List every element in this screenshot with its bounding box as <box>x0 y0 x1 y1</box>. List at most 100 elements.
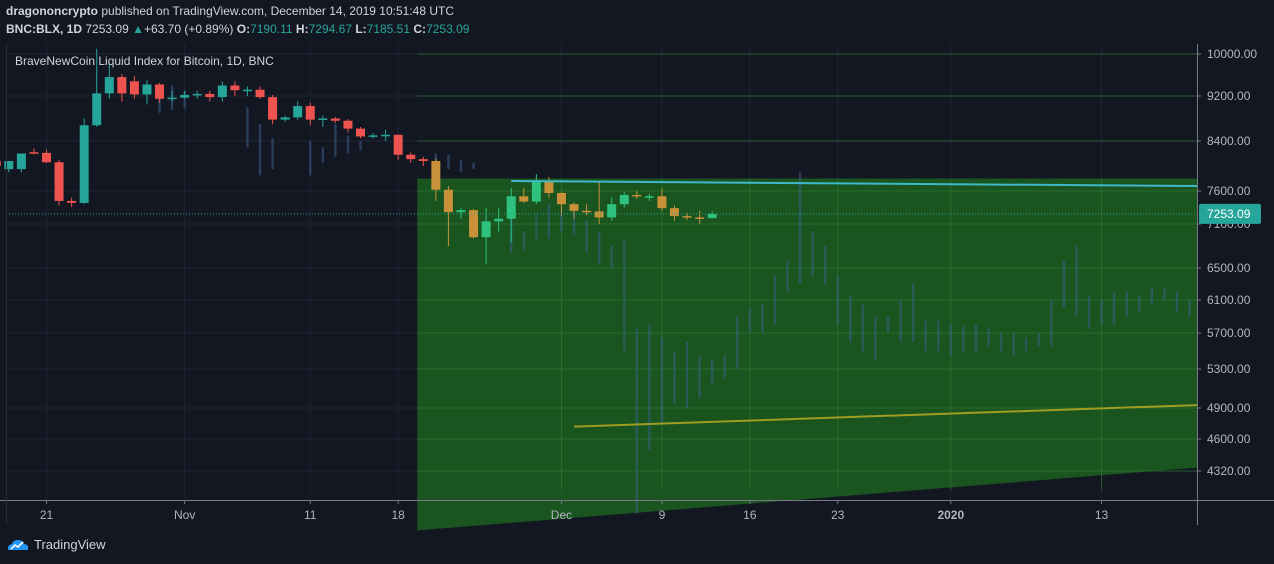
y-tick-label: 10000.00 <box>1207 47 1257 61</box>
candle-body <box>368 135 378 137</box>
ghost-bar <box>911 284 915 342</box>
ghost-bar <box>447 154 450 170</box>
ghost-bar <box>761 304 764 333</box>
candle-body <box>556 192 566 205</box>
low-value: 7185.51 <box>366 22 411 36</box>
y-tick-label: 4900.00 <box>1207 401 1251 415</box>
ghost-bar <box>610 246 613 268</box>
candle-body <box>167 97 177 100</box>
ghost-bar <box>949 324 953 356</box>
candle-body <box>293 106 303 118</box>
ghost-bar <box>899 300 902 342</box>
candle-body <box>29 152 39 154</box>
x-tick-label: 11 <box>304 508 317 522</box>
ghost-bar <box>597 231 601 265</box>
candle-body <box>230 85 240 91</box>
open-label: O: <box>236 22 251 36</box>
candle-body <box>42 152 51 163</box>
ghost-bar <box>522 231 525 250</box>
candle-body <box>594 211 604 218</box>
ghost-bar <box>773 276 777 325</box>
ghost-bar <box>1138 296 1141 313</box>
candle-body <box>192 93 202 96</box>
candle-body <box>79 125 89 203</box>
candle-body <box>707 213 717 219</box>
ghost-bar <box>1112 292 1116 325</box>
candle-body <box>469 210 479 238</box>
candle-body <box>117 77 127 94</box>
axes-layer: 10000.009200.008400.007600.007100.006500… <box>0 44 1274 525</box>
footer-brand[interactable]: TradingView <box>6 537 106 552</box>
candle-body <box>255 89 265 98</box>
ghost-bar <box>1037 333 1040 347</box>
ghost-bar <box>798 172 802 284</box>
ghost-bar <box>999 333 1003 351</box>
ohlc-legend: BNC:BLX, 1D 7253.09 ▲+63.70 (+0.89%) O:7… <box>6 22 469 36</box>
ghost-bar <box>585 220 588 254</box>
ghost-bar <box>158 93 161 113</box>
symbol-label[interactable]: BNC:BLX, 1D <box>6 22 83 36</box>
x-tick-label: 23 <box>831 508 845 522</box>
candle-body <box>431 161 441 190</box>
ghost-bar <box>974 324 978 351</box>
x-tick-label: 21 <box>40 508 54 522</box>
candle-body <box>54 162 64 201</box>
ghost-bar <box>346 135 350 154</box>
ghost-bar <box>1150 288 1153 305</box>
ghost-bar <box>987 328 990 347</box>
candle-body <box>619 194 629 205</box>
last-price-tag <box>1199 203 1261 224</box>
candle-body <box>343 120 353 129</box>
candle-body <box>318 118 328 120</box>
ghost-bar <box>359 141 362 151</box>
ghost-bar <box>560 210 563 232</box>
candle-body <box>494 218 504 222</box>
published-text: published on TradingView.com, December 1… <box>101 4 455 18</box>
ghost-bar <box>937 320 940 351</box>
candle-body <box>695 217 705 219</box>
ghost-bar <box>673 351 676 404</box>
close-value: 7253.09 <box>426 22 470 36</box>
ghost-bar <box>710 360 714 384</box>
ghost-bar <box>246 107 249 148</box>
trendlines-layer <box>511 180 1198 428</box>
open-value: 7190.11 <box>250 22 293 36</box>
author-name[interactable]: dragononcrypto <box>6 4 98 18</box>
x-tick-label: Dec <box>551 508 572 522</box>
ghost-bar <box>334 124 337 157</box>
y-tick-label: 4320.00 <box>1207 464 1251 478</box>
candle-body <box>406 154 416 160</box>
ghost-bar <box>1163 288 1166 300</box>
y-tick-label: 5300.00 <box>1207 362 1251 376</box>
tradingview-logo-icon <box>7 539 29 550</box>
x-tick-label: 18 <box>392 508 406 522</box>
candle-body <box>644 196 654 198</box>
candle-body <box>481 221 491 238</box>
ghost-bar <box>1024 337 1028 351</box>
ghost-bar <box>874 316 877 360</box>
y-tick-label: 9200.00 <box>1207 89 1251 103</box>
ghost-bar <box>1050 300 1053 347</box>
candle-body <box>607 204 617 218</box>
candle-body <box>129 81 139 95</box>
candle-body <box>443 189 453 213</box>
ghost-bar <box>459 159 463 173</box>
ghost-bar <box>472 162 475 170</box>
candle-body <box>657 196 667 209</box>
ghost-bar <box>321 147 325 163</box>
ghost-bar <box>861 304 865 351</box>
up-arrow-icon: ▲ <box>132 22 144 36</box>
ghost-bar <box>1087 296 1091 329</box>
y-tick-label: 6100.00 <box>1207 293 1251 307</box>
ghost-bar <box>623 238 626 351</box>
ghost-bar <box>547 204 551 239</box>
ghost-bar <box>849 296 852 342</box>
ghost-bar <box>786 260 789 292</box>
candle-body <box>280 117 290 120</box>
ghost-bar <box>811 231 814 276</box>
publish-info: dragononcrypto published on TradingView.… <box>6 4 454 18</box>
close-label: C: <box>413 22 427 36</box>
ghost-bar <box>1125 292 1128 317</box>
trendline-upper <box>511 180 1198 187</box>
